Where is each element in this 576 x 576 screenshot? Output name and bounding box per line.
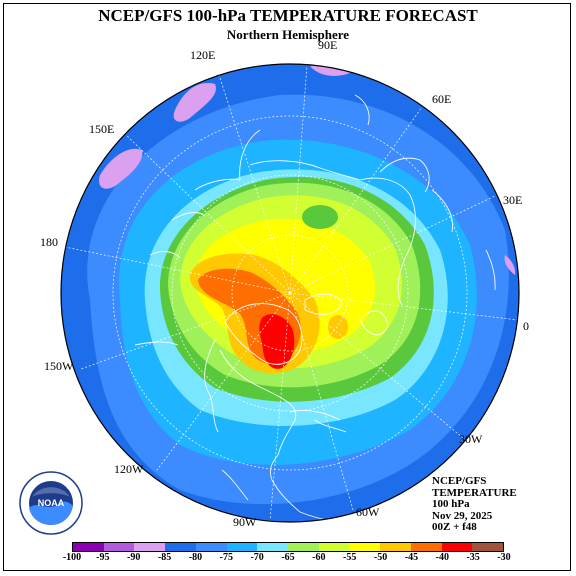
- colorbar-tick-label: -30: [497, 552, 511, 563]
- colorbar-tick-label: -45: [404, 552, 419, 563]
- lon-label-180: 180: [40, 235, 58, 249]
- info-date: Nov 29, 2025: [432, 509, 493, 522]
- colorbar-swatch: [349, 543, 381, 551]
- lon-label-120e: 120E: [190, 48, 216, 62]
- colorbar-swatch: [226, 543, 258, 551]
- colorbar: [72, 542, 504, 552]
- colorbar-swatch: [134, 543, 166, 551]
- colorbar-tick-label: -60: [312, 552, 326, 563]
- colorbar-swatch: [380, 543, 411, 551]
- temperature-band: [302, 205, 338, 229]
- colorbar-swatch: [472, 543, 504, 551]
- temperature-band: [504, 255, 516, 275]
- chart-subtitle: Northern Hemisphere: [226, 27, 350, 42]
- info-variable: TEMPERATURE: [432, 486, 517, 499]
- colorbar-tick-label: -55: [343, 552, 357, 563]
- lon-label-150e: 150E: [89, 122, 115, 136]
- colorbar-tick-label: -100: [62, 552, 82, 563]
- lon-label-150w: 150W: [44, 359, 74, 373]
- colorbar-tick-label: -65: [281, 552, 295, 563]
- lon-label-30w: 30W: [459, 432, 483, 446]
- colorbar-swatch: [73, 543, 104, 551]
- colorbar-tick-label: -95: [96, 552, 110, 563]
- colorbar-swatch: [165, 543, 196, 551]
- colorbar-swatch: [410, 543, 442, 551]
- temperature-band: [173, 83, 216, 122]
- info-level: 100 hPa: [432, 498, 470, 510]
- colorbar-swatch: [441, 543, 473, 551]
- graticule: [64, 64, 519, 522]
- colorbar-tick-label: -80: [188, 552, 203, 563]
- temperature-band: [328, 315, 348, 339]
- colorbar-swatch: [288, 543, 319, 551]
- lon-label-90w: 90W: [233, 515, 257, 529]
- info-model: NCEP/GFS: [432, 475, 487, 487]
- logo-text: NOAA: [38, 498, 65, 508]
- lon-label-0: 0: [523, 319, 529, 333]
- colorbar-swatch: [195, 543, 227, 551]
- colorbar-tick-label: -90: [127, 552, 141, 563]
- colorbar-tick-label: -40: [435, 552, 449, 563]
- colorbar-tick-label: -35: [466, 552, 480, 563]
- colorbar-tick-label: -85: [157, 552, 172, 563]
- hemisphere-boundary: [60, 63, 520, 523]
- chart-title: NCEP/GFS 100-hPa TEMPERATURE FORECAST: [98, 6, 478, 25]
- colorbar-tick-label: -75: [219, 552, 233, 563]
- noaa-logo: NOAA: [19, 471, 83, 535]
- forecast-info: NCEP/GFS TEMPERATURE 100 hPa Nov 29, 202…: [432, 475, 517, 534]
- temperature-band: [99, 148, 143, 189]
- colorbar-swatch: [103, 543, 135, 551]
- lon-label-60w: 60W: [356, 505, 380, 519]
- lon-label-120w: 120W: [114, 462, 144, 476]
- colorbar-tick-label: -70: [250, 552, 264, 563]
- colorbar-swatch: [257, 543, 289, 551]
- temperature-band: [259, 314, 295, 369]
- colorbar-swatch: [318, 543, 350, 551]
- lon-label-60e: 60E: [432, 92, 452, 106]
- colorbar-tick-label: -50: [373, 552, 388, 563]
- lon-label-90e: 90E: [318, 38, 338, 52]
- lon-label-30e: 30E: [503, 193, 523, 207]
- info-run: 00Z + f48: [432, 521, 477, 533]
- image-frame: [3, 3, 571, 571]
